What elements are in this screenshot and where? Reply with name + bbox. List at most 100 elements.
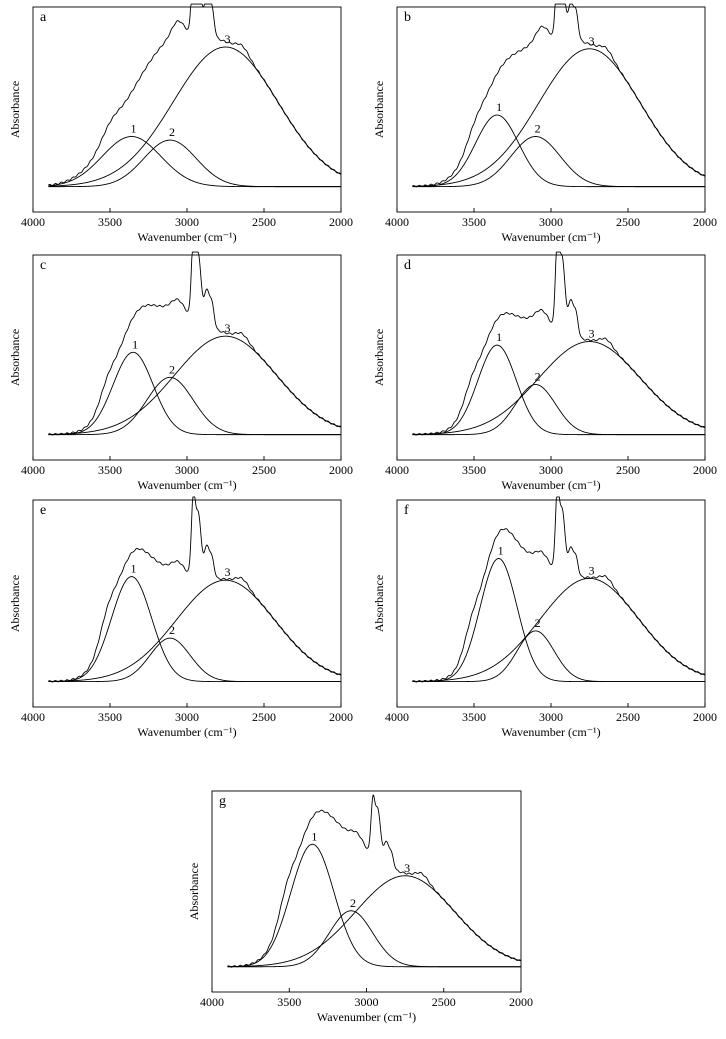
plot-frame bbox=[396, 254, 706, 461]
series-component-3 bbox=[48, 579, 342, 682]
series-total-spectrum bbox=[412, 496, 706, 683]
series-component-2 bbox=[48, 637, 341, 683]
series-component-1 bbox=[227, 843, 521, 968]
x-tick-label: 2000 bbox=[693, 710, 717, 724]
x-tick-label: 3000 bbox=[175, 710, 199, 724]
series-component-1 bbox=[48, 351, 341, 436]
x-tick-label: 3000 bbox=[539, 710, 563, 724]
x-tick-label: 2500 bbox=[616, 215, 640, 229]
x-tick-label: 3000 bbox=[355, 995, 379, 1009]
x-axis-label: Wavenumber (cm⁻¹) bbox=[137, 478, 236, 492]
panel-label: a bbox=[40, 10, 47, 25]
series-total-spectrum bbox=[48, 251, 342, 436]
x-tick-label: 4000 bbox=[385, 463, 409, 477]
component-label-2: 2 bbox=[169, 623, 175, 637]
x-tick-label: 4000 bbox=[200, 995, 224, 1009]
component-label-1: 1 bbox=[131, 562, 137, 576]
x-axis-label: Wavenumber (cm⁻¹) bbox=[317, 1010, 416, 1024]
panel-e: 4000 3500 3000 2500 2000 Wavenumber (cm⁻¹) Abs… bbox=[8, 496, 353, 739]
x-tick-label: 3500 bbox=[98, 710, 122, 724]
x-tick-label: 2500 bbox=[252, 215, 276, 229]
series-component-3 bbox=[48, 46, 342, 187]
series-component-2 bbox=[48, 139, 341, 188]
x-axis-label: Wavenumber (cm⁻¹) bbox=[501, 725, 600, 739]
panel-a: 4000 3500 3000 2500 2000 Wavenumber (cm⁻¹) Abs… bbox=[8, 3, 353, 244]
y-axis-label: Absorbance bbox=[8, 575, 22, 632]
series-component-2 bbox=[227, 910, 521, 968]
panel-label: d bbox=[404, 258, 411, 273]
component-label-1: 1 bbox=[496, 100, 502, 114]
x-tick-label: 2500 bbox=[252, 463, 276, 477]
x-tick-label: 3000 bbox=[539, 463, 563, 477]
series-component-1 bbox=[48, 576, 341, 683]
y-axis-label: Absorbance bbox=[187, 863, 201, 920]
component-label-1: 1 bbox=[496, 330, 502, 344]
plot-frame bbox=[396, 6, 706, 213]
series-component-1 bbox=[412, 344, 705, 436]
series-component-2 bbox=[48, 376, 341, 436]
component-label-1: 1 bbox=[131, 122, 137, 136]
component-label-3: 3 bbox=[225, 321, 231, 335]
panel-f: 4000 3500 3000 2500 2000 Wavenumber (cm⁻¹) Abs… bbox=[372, 496, 717, 739]
plot-frame bbox=[32, 6, 342, 213]
component-label-3: 3 bbox=[404, 861, 410, 875]
panel-g: 4000 3500 3000 2500 2000 Wavenumber (cm⁻¹) Abs… bbox=[187, 790, 533, 1024]
x-tick-label: 2000 bbox=[329, 215, 353, 229]
series-total-spectrum bbox=[227, 794, 522, 968]
x-tick-label: 2500 bbox=[252, 710, 276, 724]
x-tick-label: 2000 bbox=[693, 215, 717, 229]
plot-frame bbox=[32, 254, 342, 461]
x-tick-label: 3500 bbox=[98, 215, 122, 229]
panel-label: c bbox=[40, 258, 46, 273]
component-label-2: 2 bbox=[535, 370, 541, 384]
y-axis-label: Absorbance bbox=[372, 81, 386, 138]
series-component-1 bbox=[412, 558, 705, 683]
component-label-3: 3 bbox=[225, 32, 231, 46]
x-tick-label: 2000 bbox=[329, 710, 353, 724]
component-label-1: 1 bbox=[132, 337, 138, 351]
panel-d: 4000 3500 3000 2500 2000 Wavenumber (cm⁻¹) Abs… bbox=[372, 251, 717, 492]
x-tick-label: 3000 bbox=[175, 215, 199, 229]
x-tick-label: 3000 bbox=[539, 215, 563, 229]
x-tick-label: 4000 bbox=[385, 710, 409, 724]
x-axis-label: Wavenumber (cm⁻¹) bbox=[137, 230, 236, 244]
component-label-2: 2 bbox=[535, 122, 541, 136]
x-tick-label: 2000 bbox=[693, 463, 717, 477]
panel-label: f bbox=[404, 503, 409, 518]
x-tick-label: 3500 bbox=[462, 215, 486, 229]
x-tick-label: 4000 bbox=[21, 463, 45, 477]
y-axis-label: Absorbance bbox=[8, 329, 22, 386]
x-tick-label: 2500 bbox=[616, 463, 640, 477]
x-tick-label: 4000 bbox=[21, 215, 45, 229]
series-component-3 bbox=[48, 335, 342, 435]
component-label-3: 3 bbox=[589, 327, 595, 341]
component-label-2: 2 bbox=[350, 896, 356, 910]
series-component-3 bbox=[412, 341, 706, 435]
series-component-3 bbox=[412, 577, 706, 682]
x-tick-label: 2000 bbox=[329, 463, 353, 477]
series-component-3 bbox=[412, 48, 706, 187]
component-label-2: 2 bbox=[169, 125, 175, 139]
y-axis-label: Absorbance bbox=[372, 329, 386, 386]
component-label-3: 3 bbox=[589, 563, 595, 577]
panel-b: 4000 3500 3000 2500 2000 Wavenumber (cm⁻¹) Abs… bbox=[372, 3, 717, 244]
series-component-3 bbox=[227, 875, 522, 968]
panel-label: g bbox=[219, 794, 226, 809]
series-total-spectrum bbox=[48, 496, 342, 683]
series-component-1 bbox=[412, 114, 705, 188]
x-tick-label: 3000 bbox=[175, 463, 199, 477]
y-axis-label: Absorbance bbox=[372, 575, 386, 632]
series-component-2 bbox=[412, 384, 705, 436]
x-tick-label: 3500 bbox=[462, 710, 486, 724]
panel-label: e bbox=[40, 503, 46, 518]
series-component-2 bbox=[412, 136, 705, 188]
x-tick-label: 2500 bbox=[432, 995, 456, 1009]
component-label-1: 1 bbox=[498, 543, 504, 557]
component-label-3: 3 bbox=[225, 565, 231, 579]
series-component-2 bbox=[412, 630, 705, 683]
panel-label: b bbox=[404, 10, 411, 25]
series-total-spectrum bbox=[412, 251, 706, 436]
x-tick-label: 4000 bbox=[385, 215, 409, 229]
x-axis-label: Wavenumber (cm⁻¹) bbox=[137, 725, 236, 739]
series-total-spectrum bbox=[48, 3, 342, 186]
